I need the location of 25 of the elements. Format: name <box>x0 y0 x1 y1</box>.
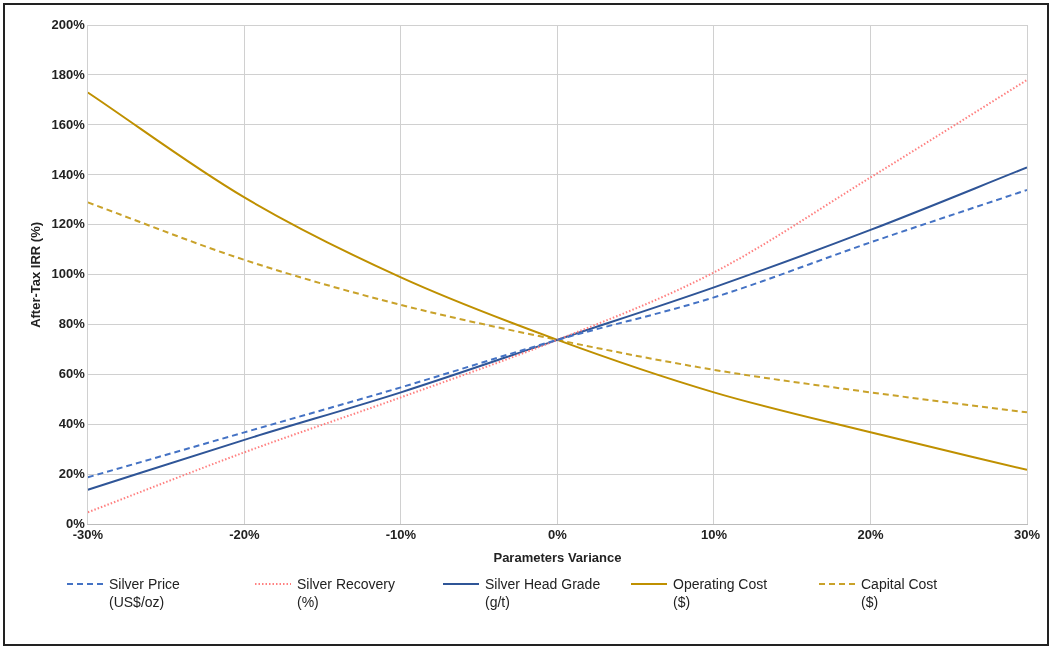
y-tick-label: 40% <box>58 416 86 432</box>
x-tick-label: -30% <box>72 527 104 543</box>
x-tick-label: 0% <box>548 527 568 543</box>
y-tick-label: 20% <box>58 466 86 482</box>
line-series <box>87 201 1027 414</box>
x-tick-label: 30% <box>1013 527 1041 543</box>
legend-label: Silver Recovery (%) <box>297 575 396 611</box>
x-tick-label: -10% <box>385 527 417 543</box>
y-tick-label: 60% <box>58 366 86 382</box>
x-tick-label: 20% <box>857 527 884 543</box>
y-tick-label: 80% <box>58 316 86 332</box>
y-tick-label: 200% <box>51 16 86 32</box>
x-axis-title: Parameters Variance <box>493 549 622 565</box>
y-axis-title: After-Tax IRR (%) <box>28 221 44 328</box>
y-tick-label: 100% <box>51 266 86 282</box>
legend-label: Operating Cost ($) <box>673 575 768 611</box>
y-tick-label: 180% <box>51 66 86 82</box>
y-tick-label: 140% <box>51 166 86 182</box>
y-tick-label: 160% <box>51 116 86 132</box>
legend-label: Silver Price (US$/oz) <box>109 575 180 611</box>
legend-label: Silver Head Grade (g/t) <box>485 575 601 611</box>
x-tick-label: -20% <box>229 527 260 543</box>
legend-label: Capital Cost ($) <box>861 575 938 611</box>
x-tick-label: 10% <box>700 527 728 543</box>
y-tick-label: 120% <box>51 216 86 232</box>
